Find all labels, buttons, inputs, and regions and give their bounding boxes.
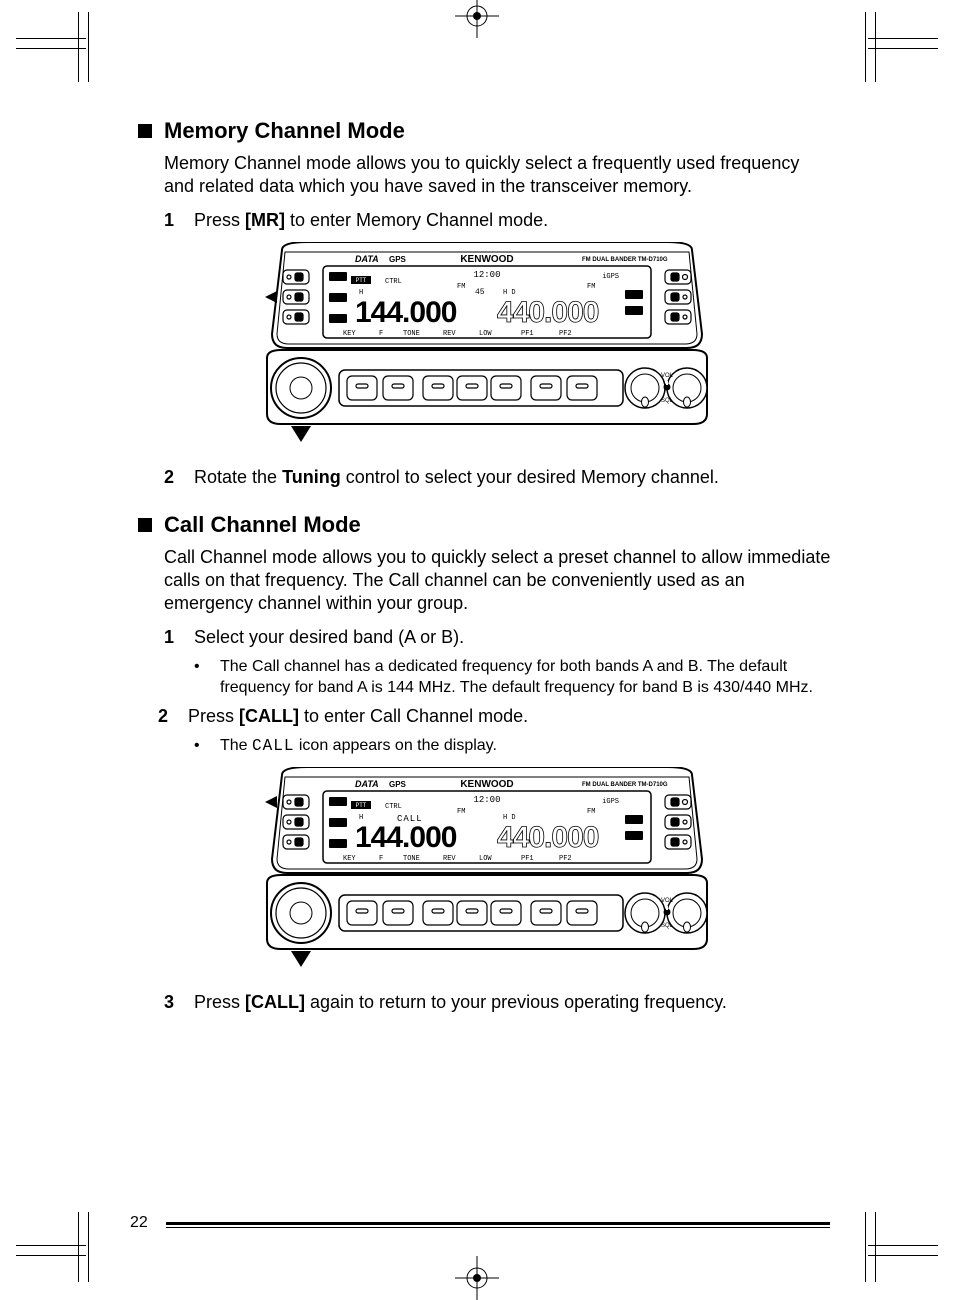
svg-text:TONE: TONE bbox=[403, 855, 420, 863]
footer-rule bbox=[166, 1222, 830, 1225]
registration-mark-bottom bbox=[455, 1256, 499, 1300]
svg-text:GPS: GPS bbox=[389, 255, 407, 264]
step-text: Press [CALL] to enter Call Channel mode. bbox=[188, 705, 832, 728]
svg-text:SQL: SQL bbox=[661, 923, 674, 929]
svg-text:GPS: GPS bbox=[389, 780, 407, 789]
svg-text:KEY: KEY bbox=[343, 855, 356, 863]
svg-text:45: 45 bbox=[475, 288, 485, 297]
svg-text:PF1: PF1 bbox=[521, 330, 534, 338]
svg-text:PF1: PF1 bbox=[521, 855, 534, 863]
svg-text:CTRL: CTRL bbox=[385, 278, 402, 286]
bullet-dot-icon: • bbox=[194, 736, 220, 757]
step: 2 Press [CALL] to enter Call Channel mod… bbox=[158, 705, 832, 728]
section-memory-channel-mode: Memory Channel Mode Memory Channel mode … bbox=[142, 118, 832, 490]
section-title: Call Channel Mode bbox=[164, 512, 361, 538]
svg-text:DATA: DATA bbox=[355, 254, 379, 264]
section-heading: Memory Channel Mode bbox=[138, 118, 832, 144]
step: 1 Select your desired band (A or B). bbox=[164, 626, 832, 649]
step: 2 Rotate the Tuning control to select yo… bbox=[164, 466, 832, 489]
bullet-text: The CALL icon appears on the display. bbox=[220, 736, 832, 757]
step-number: 2 bbox=[164, 466, 194, 489]
svg-text:REV: REV bbox=[443, 855, 456, 863]
svg-text:440.000: 440.000 bbox=[497, 296, 599, 329]
radio-illustration: DATA GPS KENWOOD FM DUAL BANDER TM-D710G bbox=[247, 767, 727, 977]
svg-text:DATA: DATA bbox=[355, 779, 379, 789]
svg-text:REV: REV bbox=[443, 330, 456, 338]
step-number: 1 bbox=[164, 209, 194, 232]
registration-mark-top bbox=[455, 0, 499, 38]
radio-illustration: DATA GPS KENWOOD FM DUAL BANDER TM-D710G bbox=[247, 242, 727, 452]
svg-text:KENWOOD: KENWOOD bbox=[460, 779, 513, 790]
bullet-text: The Call channel has a dedicated frequen… bbox=[220, 657, 832, 699]
bullet-dot-icon: • bbox=[194, 657, 220, 699]
section-intro: Call Channel mode allows you to quickly … bbox=[164, 546, 832, 616]
svg-text:FM DUAL BANDER TM-D710G: FM DUAL BANDER TM-D710G bbox=[582, 257, 668, 263]
svg-text:TONE: TONE bbox=[403, 330, 420, 338]
step: 3 Press [CALL] again to return to your p… bbox=[164, 991, 832, 1014]
step-text: Rotate the Tuning control to select your… bbox=[194, 466, 832, 489]
step-number: 1 bbox=[164, 626, 194, 649]
svg-text:PF2: PF2 bbox=[559, 330, 572, 338]
step-text: Press [CALL] again to return to your pre… bbox=[194, 991, 832, 1014]
section-title: Memory Channel Mode bbox=[164, 118, 405, 144]
svg-text:144.000: 144.000 bbox=[355, 821, 457, 854]
svg-text:KENWOOD: KENWOOD bbox=[460, 254, 513, 265]
call-icon: CALL bbox=[252, 736, 294, 758]
step-number: 3 bbox=[164, 991, 194, 1014]
svg-text:FM: FM bbox=[457, 808, 465, 816]
page-content: Memory Channel Mode Memory Channel mode … bbox=[142, 118, 832, 1036]
bullet: • The CALL icon appears on the display. bbox=[194, 736, 832, 757]
svg-text:PTT: PTT bbox=[356, 277, 367, 284]
svg-text:VOL: VOL bbox=[661, 898, 674, 904]
svg-text:SQL: SQL bbox=[661, 398, 674, 404]
step-number: 2 bbox=[158, 705, 188, 728]
svg-text:VOL: VOL bbox=[661, 373, 674, 379]
svg-text:FM: FM bbox=[587, 283, 595, 291]
bullet-square-icon bbox=[138, 124, 152, 138]
bullet-square-icon bbox=[138, 518, 152, 532]
section-heading: Call Channel Mode bbox=[138, 512, 832, 538]
page-number: 22 bbox=[130, 1214, 148, 1232]
step: 1 Press [MR] to enter Memory Channel mod… bbox=[164, 209, 832, 232]
step-text: Select your desired band (A or B). bbox=[194, 626, 832, 649]
svg-text:PTT: PTT bbox=[356, 802, 367, 809]
svg-text:LOW: LOW bbox=[479, 330, 492, 338]
svg-text:iGPS: iGPS bbox=[602, 798, 619, 806]
svg-text:iGPS: iGPS bbox=[602, 273, 619, 281]
section-intro: Memory Channel mode allows you to quickl… bbox=[164, 152, 832, 199]
svg-text:12:00: 12:00 bbox=[473, 270, 500, 280]
svg-text:12:00: 12:00 bbox=[473, 795, 500, 805]
svg-text:FM DUAL BANDER TM-D710G: FM DUAL BANDER TM-D710G bbox=[582, 782, 668, 788]
page-footer: 22 bbox=[130, 1214, 830, 1232]
svg-text:CTRL: CTRL bbox=[385, 803, 402, 811]
svg-text:440.000: 440.000 bbox=[497, 821, 599, 854]
svg-text:FM: FM bbox=[457, 283, 465, 291]
bullet: • The Call channel has a dedicated frequ… bbox=[194, 657, 832, 699]
svg-text:LOW: LOW bbox=[479, 855, 492, 863]
step-text: Press [MR] to enter Memory Channel mode. bbox=[194, 209, 832, 232]
svg-text:KEY: KEY bbox=[343, 330, 356, 338]
svg-text:PF2: PF2 bbox=[559, 855, 572, 863]
svg-text:F: F bbox=[379, 330, 383, 338]
svg-text:FM: FM bbox=[587, 808, 595, 816]
svg-text:144.000: 144.000 bbox=[355, 296, 457, 329]
section-call-channel-mode: Call Channel Mode Call Channel mode allo… bbox=[142, 512, 832, 1015]
svg-text:F: F bbox=[379, 855, 383, 863]
